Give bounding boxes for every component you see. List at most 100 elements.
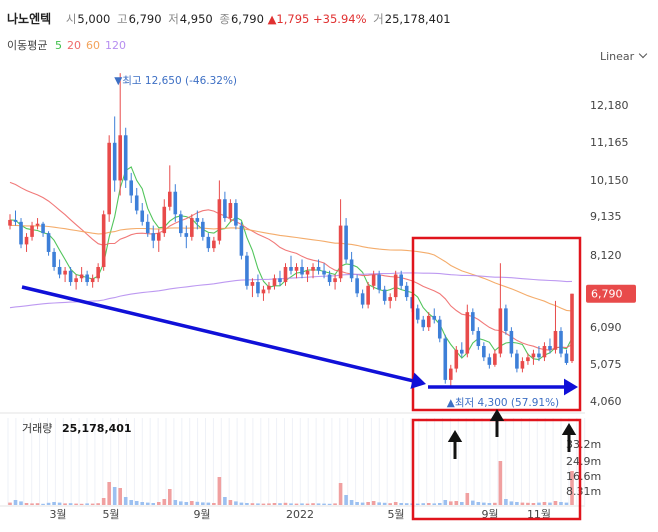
candle-body bbox=[201, 221, 205, 237]
candle-body bbox=[399, 274, 403, 286]
volume-bar bbox=[559, 502, 563, 505]
candle-body bbox=[448, 368, 453, 380]
candle-body bbox=[559, 330, 563, 354]
candle-body bbox=[537, 353, 541, 358]
candle-body bbox=[371, 274, 376, 286]
candle-body bbox=[355, 278, 359, 294]
volume-bar bbox=[333, 503, 337, 505]
candle-body bbox=[542, 346, 547, 358]
volume-bar bbox=[167, 489, 172, 505]
candle-body bbox=[443, 338, 448, 380]
price-summary: 나노엔텍 시5,000 고6,790 저4,950 종6,790 ▲1,795 … bbox=[7, 10, 451, 27]
volume-bar bbox=[283, 502, 288, 505]
candle-body bbox=[289, 266, 293, 271]
y-axis-tick-label: 8,120 bbox=[590, 249, 622, 262]
volume-bar bbox=[504, 499, 508, 505]
volume-bar bbox=[355, 502, 359, 505]
volume-bar bbox=[68, 503, 73, 505]
candle-body bbox=[46, 233, 51, 252]
open-value: 5,000 bbox=[77, 12, 111, 26]
volume-bar bbox=[250, 503, 255, 505]
y-axis-tick-label: 4,060 bbox=[590, 395, 622, 408]
candle-body bbox=[360, 293, 365, 305]
volume-bar bbox=[90, 503, 95, 505]
candle-body bbox=[553, 330, 558, 350]
x-axis-tick-label: 9월 bbox=[193, 508, 210, 521]
candle-body bbox=[24, 236, 29, 245]
candle-body bbox=[278, 278, 282, 283]
candle-body bbox=[118, 135, 122, 181]
candle-body bbox=[35, 223, 40, 226]
volume-bar bbox=[179, 501, 183, 505]
volume-bar bbox=[19, 501, 23, 505]
low-label: 저 bbox=[168, 12, 179, 26]
volume-bar bbox=[542, 502, 547, 505]
volume-bar bbox=[399, 503, 403, 505]
candle-body bbox=[107, 142, 111, 215]
volume-bar bbox=[437, 503, 442, 505]
volume-bar bbox=[305, 503, 310, 505]
candle-body bbox=[151, 233, 156, 241]
ma-legend-label: 이동평균 bbox=[7, 39, 48, 52]
candle-body bbox=[228, 203, 233, 219]
volume-bar bbox=[526, 502, 530, 505]
volume-bar bbox=[206, 502, 211, 505]
volume-bar bbox=[118, 488, 122, 505]
volume-bar bbox=[482, 502, 486, 505]
volume-bar bbox=[173, 500, 178, 505]
close-label: 종 bbox=[219, 12, 230, 26]
candle-body bbox=[460, 349, 464, 354]
volume-bar bbox=[570, 471, 574, 505]
candle-body bbox=[504, 308, 508, 331]
volume-bar bbox=[349, 500, 354, 505]
volume-bar bbox=[35, 503, 40, 505]
y-axis-tick-label: 9,135 bbox=[590, 210, 622, 223]
volume-bar bbox=[460, 502, 464, 505]
candle-body bbox=[190, 218, 194, 237]
candle-body bbox=[388, 297, 392, 301]
volume-bar bbox=[393, 502, 398, 505]
candle-body bbox=[223, 199, 227, 219]
candle-body bbox=[487, 357, 492, 365]
volume-bar bbox=[63, 503, 67, 505]
candle-body bbox=[101, 214, 106, 267]
volume-axis-tick-label: 24.9m bbox=[566, 455, 601, 468]
candle-body bbox=[250, 282, 255, 286]
y-axis-tick-label: 6,090 bbox=[590, 321, 622, 334]
candle-body bbox=[404, 285, 409, 298]
candle-body bbox=[256, 282, 260, 294]
volume-bar bbox=[338, 483, 343, 505]
scale-selector[interactable]: Linear bbox=[600, 49, 648, 63]
volume-bar bbox=[30, 503, 34, 505]
candle-body bbox=[167, 191, 172, 207]
volume-bar bbox=[228, 500, 233, 505]
candle-body bbox=[245, 255, 249, 286]
candle-body bbox=[283, 266, 288, 283]
candle-body bbox=[426, 315, 431, 328]
volume-bar bbox=[377, 502, 381, 505]
candle-body bbox=[421, 319, 426, 328]
candle-body bbox=[333, 278, 337, 283]
candle-body bbox=[134, 195, 139, 211]
volume-bar bbox=[140, 502, 145, 505]
volume-bar bbox=[421, 503, 426, 505]
candle-body bbox=[239, 225, 244, 256]
volume-bar bbox=[388, 503, 392, 505]
volume-bar bbox=[443, 500, 448, 505]
candle-body bbox=[338, 225, 343, 279]
candle-body bbox=[63, 270, 67, 275]
max-price-annotation: ▼최고 12,650 (-46.32%) bbox=[114, 75, 237, 87]
volume-bar bbox=[107, 482, 111, 505]
volume-value: 25,178,401 bbox=[384, 12, 451, 26]
volume-bar bbox=[41, 503, 45, 505]
candle-body bbox=[8, 219, 12, 226]
candle-body bbox=[482, 346, 486, 358]
candle-body bbox=[13, 219, 18, 222]
volume-bar bbox=[112, 487, 117, 505]
volume-bar bbox=[520, 502, 525, 505]
x-axis-tick-label: 5월 bbox=[387, 508, 404, 521]
candle-body bbox=[366, 285, 370, 305]
volume-bar bbox=[212, 503, 216, 505]
y-axis-tick-label: 10,150 bbox=[590, 174, 629, 187]
